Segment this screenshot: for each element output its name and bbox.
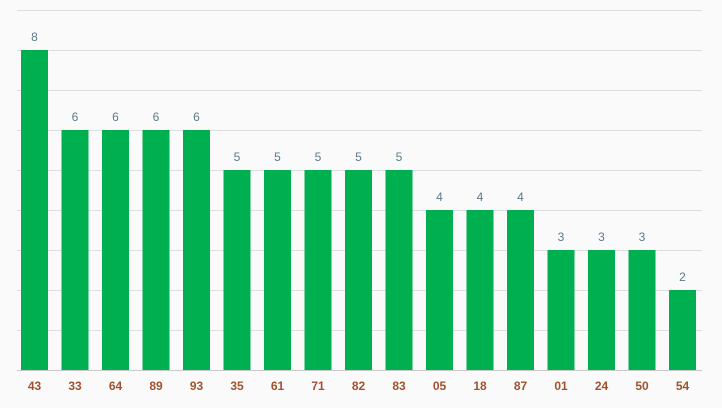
category-label-64: 64	[109, 379, 123, 393]
bar-83	[385, 170, 413, 370]
value-label-71: 5	[315, 150, 322, 164]
value-label-89: 6	[153, 110, 160, 124]
category-label-54: 54	[676, 379, 690, 393]
value-label-93: 6	[193, 110, 200, 124]
category-label-71: 71	[311, 379, 325, 393]
value-label-54: 2	[679, 270, 686, 284]
bar-54	[669, 290, 696, 370]
category-label-05: 05	[433, 379, 447, 393]
category-label-24: 24	[595, 379, 609, 393]
bar-87	[507, 210, 534, 370]
bar-64	[102, 130, 129, 370]
value-label-01: 3	[558, 230, 565, 244]
value-label-05: 4	[436, 190, 443, 204]
value-label-87: 4	[517, 190, 524, 204]
category-label-layer: 43 33 64 89 93 35 61 71 82 83 05 18 87 01 24 50 54	[28, 379, 690, 393]
bar-43	[21, 50, 48, 370]
category-label-83: 83	[392, 379, 406, 393]
bar-35	[223, 170, 251, 370]
value-label-64: 6	[112, 110, 119, 124]
category-label-18: 18	[473, 379, 487, 393]
category-label-01: 01	[554, 379, 568, 393]
value-label-33: 6	[72, 110, 79, 124]
bar-05	[426, 210, 453, 370]
category-label-33: 33	[68, 379, 82, 393]
bar-01	[547, 250, 575, 370]
category-label-61: 61	[271, 379, 285, 393]
value-label-83: 5	[396, 150, 403, 164]
value-label-18: 4	[477, 190, 484, 204]
bar-18	[466, 210, 494, 370]
bar-82	[345, 170, 372, 370]
value-label-61: 5	[274, 150, 281, 164]
category-label-50: 50	[635, 379, 649, 393]
category-label-35: 35	[230, 379, 244, 393]
value-label-35: 5	[234, 150, 241, 164]
category-label-82: 82	[352, 379, 366, 393]
bar-93	[183, 130, 210, 370]
value-label-82: 5	[355, 150, 362, 164]
bar-71	[304, 170, 332, 370]
bar-layer	[21, 50, 696, 370]
category-label-89: 89	[149, 379, 163, 393]
category-label-87: 87	[514, 379, 528, 393]
category-label-93: 93	[190, 379, 204, 393]
value-label-layer: 8 6 6 6 6 5 5 5 5 5 4 4 4 3 3 3 2	[31, 30, 686, 284]
value-label-24: 3	[598, 230, 605, 244]
value-label-43: 8	[31, 30, 38, 44]
category-label-43: 43	[28, 379, 42, 393]
bar-89	[142, 130, 170, 370]
bar-33	[61, 130, 89, 370]
bar-24	[588, 250, 615, 370]
bar-50	[628, 250, 656, 370]
value-label-50: 3	[639, 230, 646, 244]
bar-61	[264, 170, 291, 370]
